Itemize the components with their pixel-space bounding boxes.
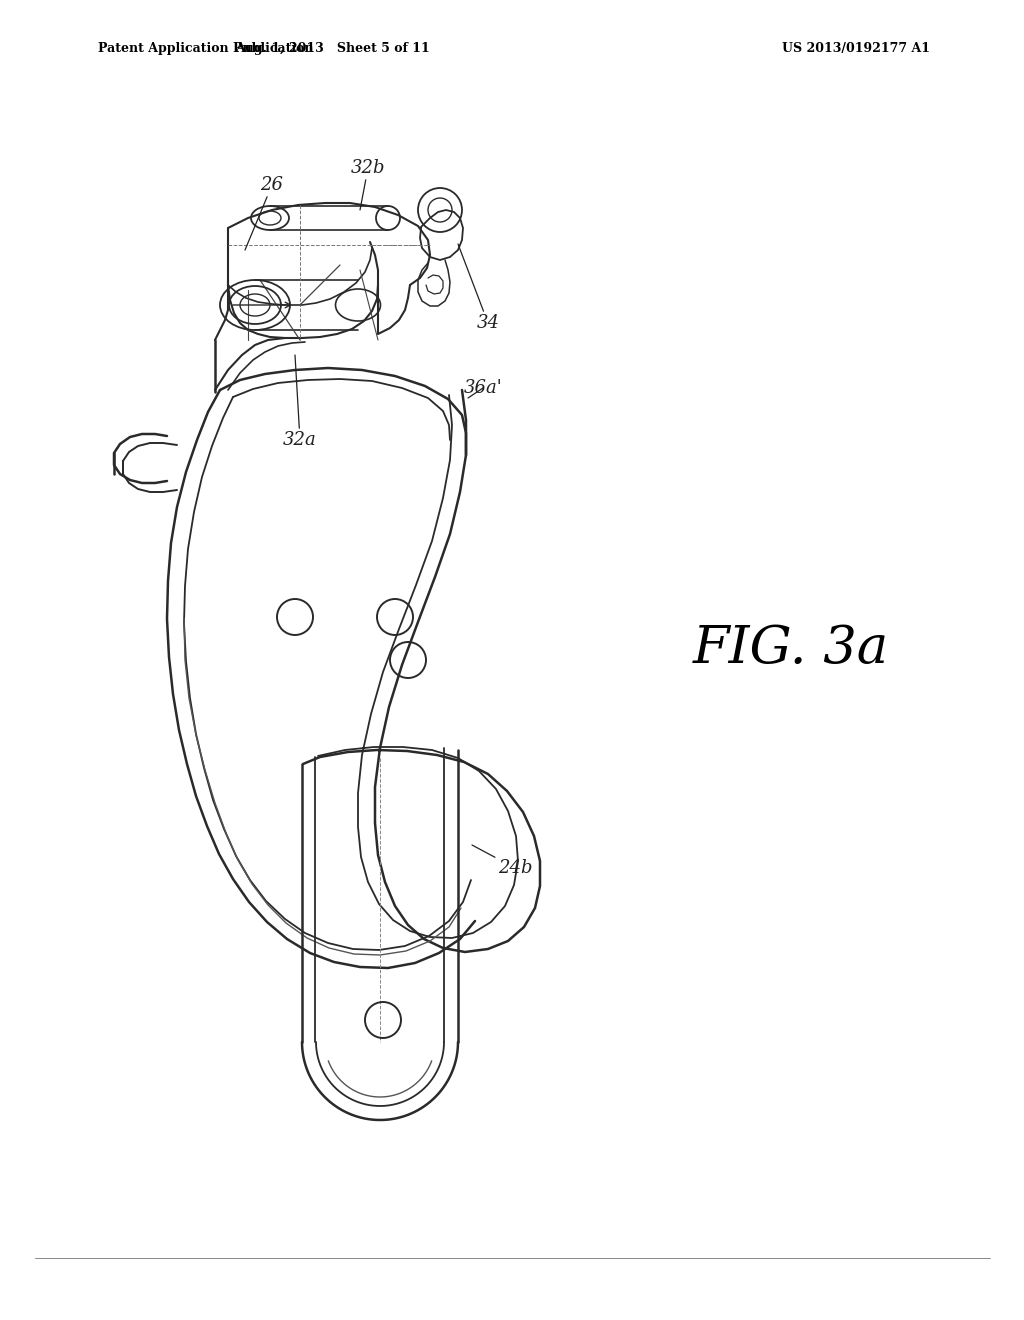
- Text: 34: 34: [458, 244, 500, 333]
- Text: 32a: 32a: [283, 355, 316, 449]
- Text: 36a': 36a': [464, 379, 503, 399]
- Text: Aug. 1, 2013   Sheet 5 of 11: Aug. 1, 2013 Sheet 5 of 11: [236, 42, 430, 55]
- Text: 26: 26: [245, 176, 284, 249]
- Text: 32b: 32b: [351, 158, 385, 210]
- Text: 24b: 24b: [472, 845, 532, 876]
- Text: FIG. 3a: FIG. 3a: [693, 623, 889, 673]
- Text: Patent Application Publication: Patent Application Publication: [98, 42, 313, 55]
- Text: US 2013/0192177 A1: US 2013/0192177 A1: [782, 42, 930, 55]
